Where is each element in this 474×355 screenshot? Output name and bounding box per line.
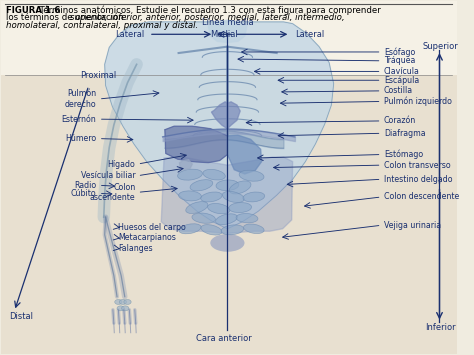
Text: Inferior: Inferior — [426, 323, 456, 332]
Ellipse shape — [216, 214, 237, 225]
Polygon shape — [180, 160, 192, 170]
Text: Huesos del carpo: Huesos del carpo — [118, 223, 186, 231]
Ellipse shape — [239, 170, 264, 181]
Text: Esternón: Esternón — [62, 115, 97, 124]
Text: Cúbito: Cúbito — [71, 189, 97, 198]
Text: Esófago: Esófago — [384, 47, 415, 57]
Text: Corazón: Corazón — [384, 116, 416, 125]
Text: los términos de orientación:: los términos de orientación: — [6, 13, 130, 22]
Text: Superior: Superior — [423, 42, 459, 51]
Text: Estómago: Estómago — [384, 150, 423, 159]
Text: Tráquea: Tráquea — [384, 56, 415, 65]
Ellipse shape — [117, 306, 124, 311]
Polygon shape — [211, 102, 240, 129]
Polygon shape — [161, 157, 292, 233]
Ellipse shape — [229, 181, 251, 194]
Ellipse shape — [178, 169, 202, 180]
Ellipse shape — [210, 234, 245, 252]
Text: Húmero: Húmero — [65, 134, 97, 143]
Text: Intestino delgado: Intestino delgado — [384, 175, 452, 184]
Polygon shape — [165, 126, 228, 163]
Text: Vejiga urinaria: Vejiga urinaria — [384, 221, 441, 230]
Ellipse shape — [119, 300, 127, 305]
Text: Pulmón
derecho: Pulmón derecho — [65, 89, 97, 109]
Polygon shape — [105, 22, 334, 229]
Text: Radio: Radio — [74, 181, 97, 190]
Ellipse shape — [244, 224, 264, 234]
Text: homolateral, contralateral, proximal y distal.: homolateral, contralateral, proximal y d… — [6, 21, 199, 30]
Ellipse shape — [115, 300, 122, 305]
Text: Costilla: Costilla — [384, 86, 413, 95]
Text: Lateral: Lateral — [295, 30, 324, 39]
Ellipse shape — [221, 225, 244, 235]
Text: Lateral: Lateral — [115, 30, 145, 39]
Text: Falanges: Falanges — [118, 244, 153, 253]
Ellipse shape — [190, 180, 213, 191]
Ellipse shape — [243, 192, 264, 202]
Ellipse shape — [179, 224, 201, 234]
Ellipse shape — [208, 203, 230, 214]
Ellipse shape — [236, 213, 258, 223]
Ellipse shape — [201, 225, 222, 235]
FancyBboxPatch shape — [0, 1, 457, 75]
Polygon shape — [208, 20, 247, 42]
Text: superior, inferior, anterior, posterior, medial, lateral, intermedio,: superior, inferior, anterior, posterior,… — [70, 13, 345, 22]
Ellipse shape — [201, 192, 222, 202]
Ellipse shape — [216, 180, 239, 191]
Ellipse shape — [192, 213, 215, 223]
Text: Hígado: Hígado — [108, 159, 135, 169]
Text: Clavícula: Clavícula — [384, 67, 419, 76]
Ellipse shape — [124, 300, 131, 305]
Text: Proximal: Proximal — [81, 71, 117, 80]
Text: Medial: Medial — [210, 30, 238, 39]
Text: FIGURA 1.6: FIGURA 1.6 — [6, 6, 61, 15]
Ellipse shape — [121, 306, 129, 311]
Text: Colon descendente: Colon descendente — [384, 192, 459, 201]
Bar — [0, 75, 457, 354]
Text: Colon transverso: Colon transverso — [384, 160, 450, 170]
Text: Cara anterior: Cara anterior — [196, 334, 252, 343]
Ellipse shape — [179, 191, 201, 201]
Text: Colon
ascendente: Colon ascendente — [90, 183, 135, 202]
Text: Distal: Distal — [9, 312, 33, 321]
Text: Escápula: Escápula — [384, 76, 419, 85]
Ellipse shape — [229, 203, 252, 213]
Ellipse shape — [203, 169, 225, 180]
Text: Diafragma: Diafragma — [384, 129, 426, 138]
Text: Pulmón izquierdo: Pulmón izquierdo — [384, 97, 452, 106]
Ellipse shape — [222, 191, 244, 202]
Text: Términos anatómicos. Estudie el recuadro 1.3 con esta figura para comprender: Términos anatómicos. Estudie el recuadro… — [34, 6, 380, 16]
Text: Vesícula biliar: Vesícula biliar — [81, 171, 135, 180]
Text: Metacarpianos: Metacarpianos — [118, 233, 176, 242]
Text: Línea media: Línea media — [201, 17, 253, 27]
Polygon shape — [228, 135, 262, 174]
Ellipse shape — [186, 202, 208, 213]
